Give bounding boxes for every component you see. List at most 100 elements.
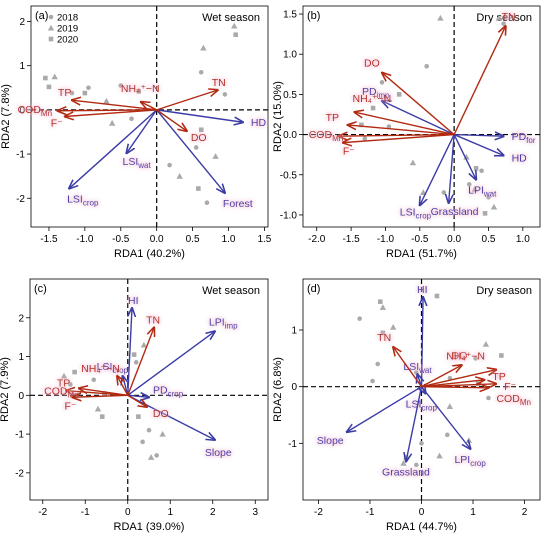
sample-point-2019 bbox=[140, 341, 148, 348]
response-arrow-nh4plus-n bbox=[141, 102, 157, 111]
response-label-nh4plus-n: NH₄⁺−N bbox=[121, 83, 160, 95]
explanatory-arrow-lsiwat bbox=[127, 109, 158, 153]
panel-label: (d) bbox=[307, 283, 320, 295]
explanatory-arrow-hi bbox=[128, 308, 132, 396]
response-arrow-tn bbox=[453, 26, 506, 135]
explanatory-arrow-hd bbox=[156, 109, 243, 122]
y-tick-label: 1 bbox=[291, 326, 297, 337]
sample-point-2018 bbox=[69, 90, 75, 96]
x-axis-title: RDA1 (39.0%) bbox=[114, 521, 185, 533]
explanatory-label-hi: HI bbox=[417, 284, 428, 296]
explanatory-label-lpiwat: LPIwat bbox=[468, 185, 497, 199]
explanatory-label-lsicrop: LSIcrop bbox=[67, 194, 99, 208]
explanatory-arrow-grassland bbox=[449, 134, 455, 203]
x-tick-label: -1.0 bbox=[377, 234, 395, 245]
response-arrow-tp bbox=[421, 380, 485, 388]
response-arrow-fminus bbox=[73, 395, 128, 397]
sample-point-2018 bbox=[91, 377, 97, 383]
sample-point-2019 bbox=[94, 405, 102, 412]
y-tick-label: -2 bbox=[15, 468, 24, 479]
rda-panel-0: -1.5 -1.0 -0.5 0.0 0.5 1.0 1.5 -2 -1 0 1 2 RDA1 (40.… bbox=[0, 5, 272, 260]
y-tick-label: -1 bbox=[288, 439, 297, 450]
response-label-tn: TN bbox=[377, 332, 391, 344]
sample-point-2019 bbox=[490, 203, 498, 210]
x-tick-label: 0.0 bbox=[150, 234, 164, 245]
response-label-nh4plus-n: NH₄⁺−N bbox=[81, 363, 120, 375]
sample-point-2018 bbox=[486, 194, 491, 200]
plot-frame bbox=[30, 5, 269, 228]
season-label: Dry season bbox=[476, 285, 532, 297]
sample-point-2019 bbox=[389, 323, 397, 330]
sample-point-2020 bbox=[136, 89, 142, 94]
x-tick-label: 2 bbox=[522, 507, 528, 518]
sample-point-2020 bbox=[434, 293, 440, 299]
explanatory-label-slope: Slope bbox=[205, 447, 232, 459]
response-label-codmn: CODMn bbox=[18, 104, 52, 118]
explanatory-arrow-lpiwat bbox=[453, 134, 476, 180]
sample-point-2020 bbox=[380, 330, 386, 336]
sample-point-2018 bbox=[444, 432, 450, 438]
sample-point-2018 bbox=[129, 116, 134, 122]
y-tick-label: -1 bbox=[16, 150, 25, 161]
response-label-codmn: CODMn bbox=[309, 129, 343, 143]
sample-point-2019 bbox=[446, 403, 454, 410]
x-axis-title: RDA1 (51.7%) bbox=[386, 248, 457, 260]
x-tick-label: -1.5 bbox=[40, 234, 58, 245]
x-tick-label: -1.0 bbox=[76, 234, 94, 245]
sample-point-2020 bbox=[198, 127, 204, 133]
response-arrow-do bbox=[127, 394, 147, 407]
sample-point-2018 bbox=[424, 63, 429, 69]
response-label-do: DO bbox=[153, 408, 169, 420]
y-tick-label: -0.5 bbox=[280, 170, 298, 181]
sample-point-2020 bbox=[233, 32, 238, 38]
explanatory-label-pdfor: PDfor bbox=[512, 131, 536, 145]
response-arrow-do bbox=[421, 365, 462, 388]
sample-point-2020 bbox=[196, 186, 201, 191]
y-tick-label: 1 bbox=[18, 352, 24, 363]
response-arrow-tp bbox=[72, 100, 157, 111]
sample-point-2018 bbox=[146, 427, 152, 433]
explanatory-arrow-slope bbox=[347, 386, 422, 432]
response-arrow-fminus bbox=[65, 109, 157, 117]
sample-point-2018 bbox=[370, 378, 375, 384]
response-arrow-codmn bbox=[421, 387, 489, 388]
plot-frame bbox=[29, 278, 269, 501]
panel-label: (b) bbox=[307, 10, 320, 22]
legend-marker-triangle bbox=[47, 24, 55, 31]
explanatory-arrow-pdimp bbox=[382, 101, 455, 136]
x-tick-label: 0.5 bbox=[186, 234, 200, 245]
x-tick-label: -1 bbox=[81, 507, 90, 518]
x-tick-label: 0 bbox=[125, 507, 131, 518]
sample-point-2018 bbox=[204, 200, 210, 205]
y-tick-label: 2 bbox=[18, 313, 24, 324]
x-tick-label: 1.0 bbox=[222, 234, 236, 245]
sample-point-2018 bbox=[479, 168, 484, 174]
explanatory-arrow-forest bbox=[156, 109, 225, 193]
sample-point-2020 bbox=[473, 166, 479, 171]
sample-point-2018 bbox=[133, 360, 139, 365]
explanatory-arrow-lsicrop bbox=[123, 376, 128, 396]
season-label: Wet season bbox=[202, 12, 260, 24]
y-tick-label: -1.0 bbox=[280, 210, 298, 221]
y-tick-label: 0.0 bbox=[283, 130, 297, 141]
sample-point-2019 bbox=[159, 430, 166, 437]
explanatory-label-lsiwat: LSIwat bbox=[403, 361, 432, 375]
x-tick-label: 0 bbox=[419, 507, 425, 518]
sample-point-2019 bbox=[471, 186, 478, 192]
y-tick-label: 0 bbox=[291, 382, 297, 393]
response-arrow-nh4plus-n bbox=[117, 376, 129, 396]
sample-point-2019 bbox=[103, 97, 110, 104]
sample-point-2020 bbox=[370, 105, 376, 111]
sample-point-2020 bbox=[46, 84, 52, 90]
sample-point-2018 bbox=[379, 80, 385, 85]
response-arrow-codmn bbox=[339, 135, 455, 137]
explanatory-label-grassland: Grassland bbox=[431, 206, 479, 218]
response-arrow-do bbox=[156, 109, 187, 131]
sample-point-2019 bbox=[108, 119, 116, 126]
explanatory-label-hd: HD bbox=[512, 152, 528, 164]
x-tick-label: -1 bbox=[366, 507, 375, 518]
x-tick-label: 1.5 bbox=[257, 234, 271, 245]
sample-point-2019 bbox=[147, 454, 155, 460]
explanatory-label-pdimp: PDimp bbox=[362, 86, 390, 100]
sample-point-2018 bbox=[486, 395, 491, 401]
